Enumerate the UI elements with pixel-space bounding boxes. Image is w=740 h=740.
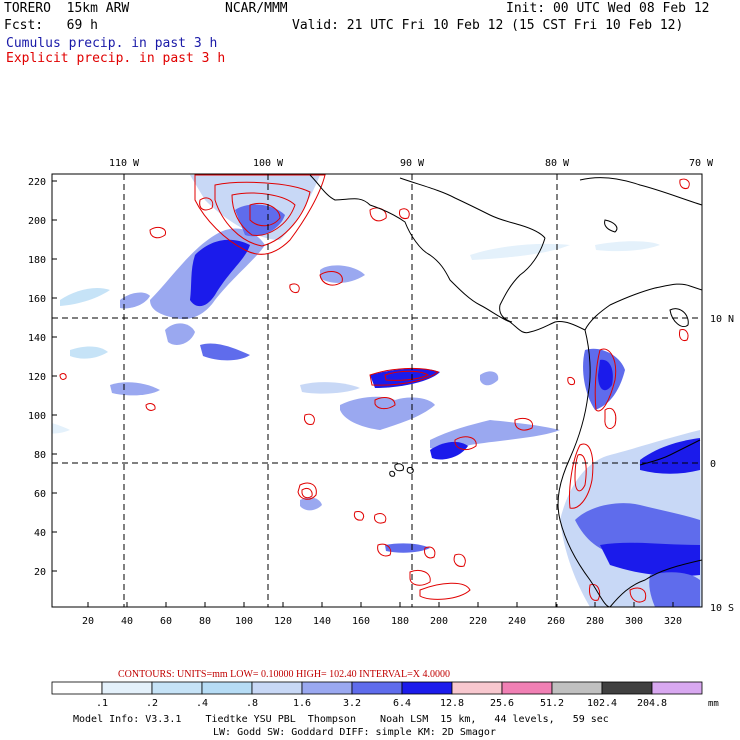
colorbar-swatch: [501, 681, 553, 695]
colorbar-swatch: [151, 681, 203, 695]
colorbar-labels: .1 .2 .4 .8 1.6 3.2 6.4 12.8 25.6 51.2 102.4 204.8: [96, 698, 667, 709]
colorbar-label: 204.8: [637, 698, 667, 709]
colorbar-label: 51.2: [540, 698, 564, 709]
x-tick-label: 20: [82, 616, 94, 627]
colorbar-label: .1: [96, 698, 108, 709]
y-tick-label: 20: [34, 567, 46, 578]
lat-label-10s: 10 S: [710, 603, 734, 614]
colorbar: [51, 681, 703, 695]
y-tick-label: 120: [28, 372, 46, 383]
colorbar-swatch: [301, 681, 353, 695]
x-tick-label: 60: [160, 616, 172, 627]
y-tick-marks: [52, 180, 57, 572]
colorbar-label: 12.8: [440, 698, 464, 709]
x-tick-label: 180: [391, 616, 409, 627]
x-tick-label: 120: [274, 616, 292, 627]
colorbar-swatch: [51, 681, 103, 695]
map-content: [52, 174, 702, 607]
model-info-line1: Model Info: V3.3.1 Tiedtke YSU PBL Thomp…: [73, 714, 609, 725]
colorbar-swatch: [651, 681, 703, 695]
y-axis-labels: 220 200 180 160 140 120 100 80 60 40 20: [28, 177, 46, 578]
x-tick-marks: [87, 602, 674, 607]
lon-label-70w: 70 W: [689, 158, 714, 169]
y-tick-label: 40: [34, 528, 46, 539]
colorbar-swatch: [601, 681, 653, 695]
colorbar-swatch: [251, 681, 303, 695]
x-tick-label: 160: [352, 616, 370, 627]
x-tick-label: 240: [508, 616, 526, 627]
contour-info: CONTOURS: UNITS=mm LOW= 0.10000 HIGH= 10…: [118, 669, 450, 680]
y-tick-label: 220: [28, 177, 46, 188]
colorbar-label: 3.2: [343, 698, 361, 709]
y-tick-label: 200: [28, 216, 46, 227]
colorbar-swatch: [551, 681, 603, 695]
x-tick-label: 200: [430, 616, 448, 627]
y-tick-label: 80: [34, 450, 46, 461]
lon-label-100w: 100 W: [253, 158, 284, 169]
y-tick-label: 140: [28, 333, 46, 344]
coastlines: [309, 174, 702, 607]
colorbar-label: .2: [146, 698, 158, 709]
legend-cumulus: Cumulus precip. in past 3 h: [6, 36, 218, 51]
y-tick-label: 160: [28, 294, 46, 305]
x-axis-labels: 20 40 60 80 100 120 140 160 180 200 220 …: [82, 616, 682, 627]
legend-explicit: Explicit precip. in past 3 h: [6, 51, 226, 66]
lon-label-80w: 80 W: [545, 158, 570, 169]
colorbar-swatch: [451, 681, 503, 695]
x-tick-label: 320: [664, 616, 682, 627]
y-tick-label: 100: [28, 411, 46, 422]
colorbar-label: .4: [196, 698, 208, 709]
colorbar-swatch: [401, 681, 453, 695]
x-tick-label: 220: [469, 616, 487, 627]
model-title: TORERO 15km ARW: [4, 1, 130, 16]
colorbar-label: 6.4: [393, 698, 411, 709]
x-tick-label: 260: [547, 616, 565, 627]
lon-label-110w: 110 W: [109, 158, 140, 169]
map-frame: [51, 173, 703, 608]
x-tick-label: 140: [313, 616, 331, 627]
explicit-precip-contours: [59, 174, 690, 603]
colorbar-label: 102.4: [587, 698, 617, 709]
x-tick-label: 80: [199, 616, 211, 627]
model-info-line2: LW: Godd SW: Goddard DIFF: simple KM: 2D…: [213, 727, 496, 738]
x-tick-label: 100: [235, 616, 253, 627]
colorbar-label: 1.6: [293, 698, 311, 709]
y-tick-label: 60: [34, 489, 46, 500]
colorbar-label: 25.6: [490, 698, 514, 709]
valid-time: Valid: 21 UTC Fri 10 Feb 12 (15 CST Fri …: [292, 18, 684, 33]
colorbar-swatch: [201, 681, 253, 695]
colorbar-label: .8: [246, 698, 258, 709]
lat-lon-gridlines: [52, 174, 702, 607]
colorbar-swatch: [101, 681, 153, 695]
forecast-hour: Fcst: 69 h: [4, 18, 98, 33]
x-tick-label: 40: [121, 616, 133, 627]
x-tick-label: 300: [625, 616, 643, 627]
lon-label-90w: 90 W: [400, 158, 425, 169]
organization-label: NCAR/MMM: [225, 1, 288, 16]
x-tick-label: 280: [586, 616, 604, 627]
cumulus-precip-areas: [52, 175, 702, 607]
colorbar-unit: mm: [708, 699, 719, 709]
y-tick-label: 180: [28, 255, 46, 266]
init-time: Init: 00 UTC Wed 08 Feb 12: [506, 1, 710, 16]
colorbar-swatch: [351, 681, 403, 695]
lat-label-0: 0: [710, 459, 716, 470]
lat-label-10n: 10 N: [710, 314, 734, 325]
